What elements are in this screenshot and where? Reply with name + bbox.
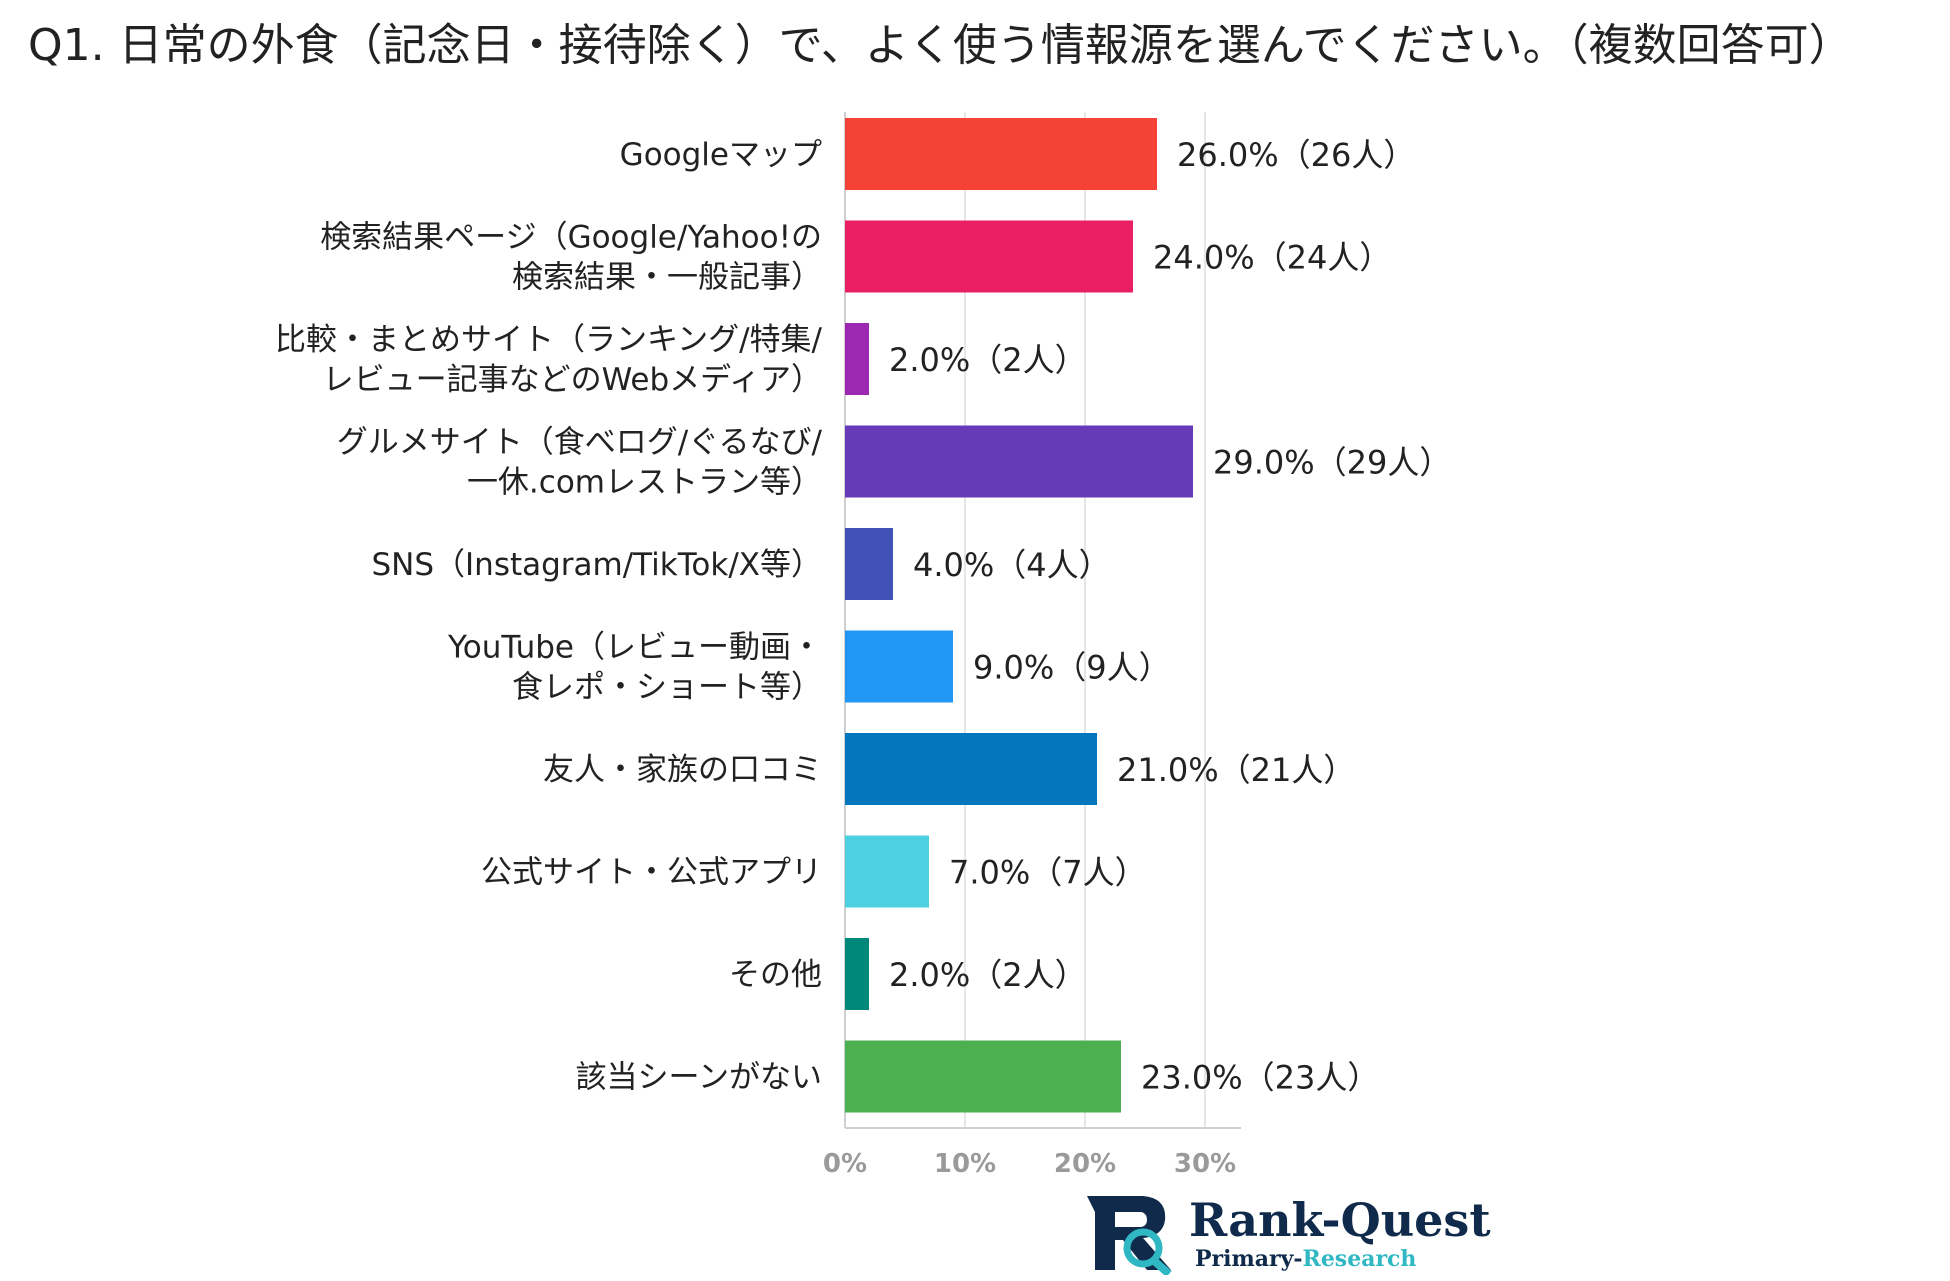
category-label: SNS（Instagram/TikTok/X等） (371, 547, 822, 583)
bar (845, 938, 869, 1010)
bar (845, 323, 869, 395)
data-label: 9.0%（9人） (973, 649, 1171, 687)
logo-name: Rank-Quest (1189, 1193, 1491, 1247)
category-label: レビュー記事などのWebメディア） (323, 362, 822, 398)
category-label: グルメサイト（食べログ/ぐるなび/ (337, 425, 823, 461)
category-label: 検索結果・一般記事） (512, 260, 822, 296)
data-label: 2.0%（2人） (889, 956, 1087, 994)
logo-subtitle-prefix: Primary- (1195, 1246, 1303, 1272)
x-tick-label: 10% (934, 1149, 996, 1179)
chart-title: Q1. 日常の外食（記念日・接待除く）で、よく使う情報源を選んでください。（複数… (28, 20, 1853, 71)
bar (845, 630, 953, 703)
data-label: 21.0%（21人） (1117, 751, 1355, 789)
bar (845, 528, 893, 600)
bar (845, 118, 1157, 190)
x-tick-label: 30% (1174, 1149, 1236, 1179)
data-label: 2.0%（2人） (889, 341, 1087, 379)
category-label: 公式サイト・公式アプリ (481, 855, 822, 891)
category-label: 一休.comレストラン等） (467, 465, 822, 501)
category-label: Googleマップ (620, 137, 822, 173)
data-label: 4.0%（4人） (913, 546, 1111, 584)
logo-subtitle: Primary-Research (1195, 1244, 1416, 1274)
category-label: 食レポ・ショート等） (512, 670, 822, 706)
category-label: YouTube（レビュー動画・ (447, 630, 822, 666)
category-label: 友人・家族の口コミ (543, 752, 822, 788)
logo-subtitle-accent: Research (1302, 1246, 1417, 1272)
category-label: 比較・まとめサイト（ランキング/特集/ (275, 322, 823, 358)
data-label: 23.0%（23人） (1141, 1059, 1379, 1097)
data-label: 7.0%（7人） (949, 854, 1147, 892)
brand-logo: Rank-Quest Primary-Research (1085, 1190, 1491, 1280)
x-tick-label: 0% (823, 1149, 867, 1179)
category-label: 該当シーンがない (576, 1060, 822, 1096)
x-tick-label: 20% (1054, 1149, 1116, 1179)
data-label: 26.0%（26人） (1177, 136, 1415, 174)
bar (845, 835, 929, 908)
category-label: その他 (729, 957, 822, 993)
bar (845, 425, 1193, 498)
bar (845, 733, 1097, 805)
bar (845, 1040, 1121, 1113)
bar (845, 220, 1133, 293)
rank-quest-logo-icon (1087, 1196, 1172, 1275)
data-label: 29.0%（29人） (1213, 444, 1451, 482)
data-label: 24.0%（24人） (1153, 239, 1391, 277)
category-label: 検索結果ページ（Google/Yahoo!の (320, 220, 822, 256)
